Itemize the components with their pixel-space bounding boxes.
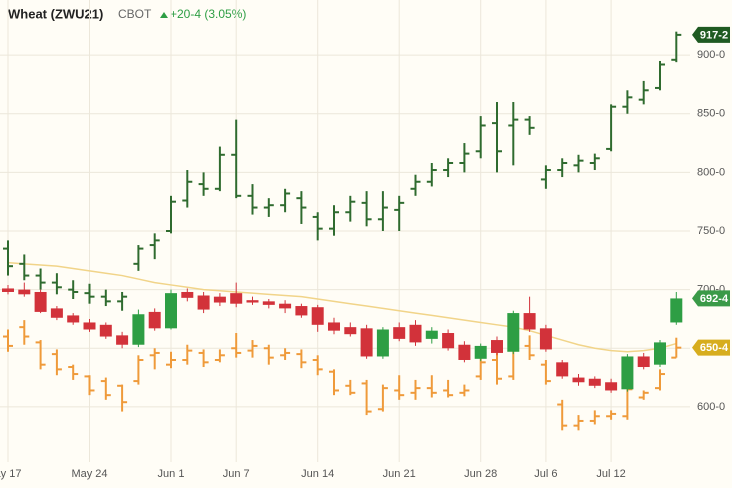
chart-title: Wheat (ZWU21) xyxy=(8,6,103,21)
price-tag-label: 917-2 xyxy=(700,29,728,41)
price-tag xyxy=(692,339,730,356)
candle-body xyxy=(621,356,634,390)
candle-body xyxy=(34,291,47,312)
price-tag xyxy=(692,26,730,43)
candle-body xyxy=(246,300,259,303)
candle-body xyxy=(50,308,63,318)
candle-body xyxy=(637,356,650,368)
price-tag-label: 650-4 xyxy=(700,342,729,354)
candle-body xyxy=(556,362,569,377)
y-tick-label: 850-0 xyxy=(697,108,725,120)
candle-body xyxy=(197,295,210,310)
price-tag xyxy=(692,290,730,307)
candle-body xyxy=(165,293,177,329)
exchange: CBOT xyxy=(118,7,152,21)
candle-body xyxy=(213,296,226,303)
candle-body xyxy=(393,327,406,339)
candle-body xyxy=(572,377,585,383)
candle-body xyxy=(262,301,275,305)
y-tick-label: 750-0 xyxy=(697,225,725,237)
x-tick-label: Jul 12 xyxy=(596,468,625,480)
candle-body xyxy=(523,313,536,330)
candle-body xyxy=(344,327,357,335)
candle-body xyxy=(360,328,373,357)
candle-body xyxy=(442,333,455,349)
candle-body xyxy=(132,314,145,345)
candle-body xyxy=(311,307,324,325)
candle-body xyxy=(67,315,80,323)
candle-body xyxy=(230,293,243,304)
candle-body xyxy=(474,345,487,359)
candle-body xyxy=(116,335,129,345)
candle-body xyxy=(18,289,31,295)
price-tag-label: 692-4 xyxy=(700,293,729,305)
change: +20-4 (3.05%) xyxy=(170,7,246,21)
candle-body xyxy=(328,322,340,331)
candle-body xyxy=(491,340,503,353)
x-tick-label: Jun 21 xyxy=(383,468,416,480)
x-tick-label: Jun 28 xyxy=(464,468,497,480)
up-icon xyxy=(160,12,168,18)
candle-body xyxy=(295,306,308,316)
candle-body xyxy=(588,378,601,386)
x-tick-label: Jul 6 xyxy=(534,468,557,480)
candle-body xyxy=(507,313,520,352)
candle-body xyxy=(99,324,112,337)
candle-body xyxy=(539,328,552,350)
y-tick-label: 900-0 xyxy=(697,49,725,61)
x-tick-label: Jun 14 xyxy=(301,468,334,480)
x-tick-label: Jun 1 xyxy=(158,468,185,480)
candle-body xyxy=(279,303,292,309)
candle-body xyxy=(605,382,618,391)
x-tick-label: May 24 xyxy=(71,468,107,480)
candle-body xyxy=(376,329,389,357)
candle-body xyxy=(458,344,471,360)
candle-body xyxy=(425,330,438,339)
y-tick-label: 800-0 xyxy=(697,166,725,178)
candle-body xyxy=(654,342,666,365)
candle-body xyxy=(181,291,194,298)
candle-body xyxy=(83,322,96,330)
candle-body xyxy=(148,311,161,329)
moving-average xyxy=(7,261,677,353)
x-tick-label: ay 17 xyxy=(0,468,21,480)
y-tick-label: 600-0 xyxy=(697,401,725,413)
candle-body xyxy=(2,288,14,292)
candle-body xyxy=(670,298,683,323)
candle-body xyxy=(409,324,422,343)
x-tick-label: Jun 7 xyxy=(223,468,250,480)
